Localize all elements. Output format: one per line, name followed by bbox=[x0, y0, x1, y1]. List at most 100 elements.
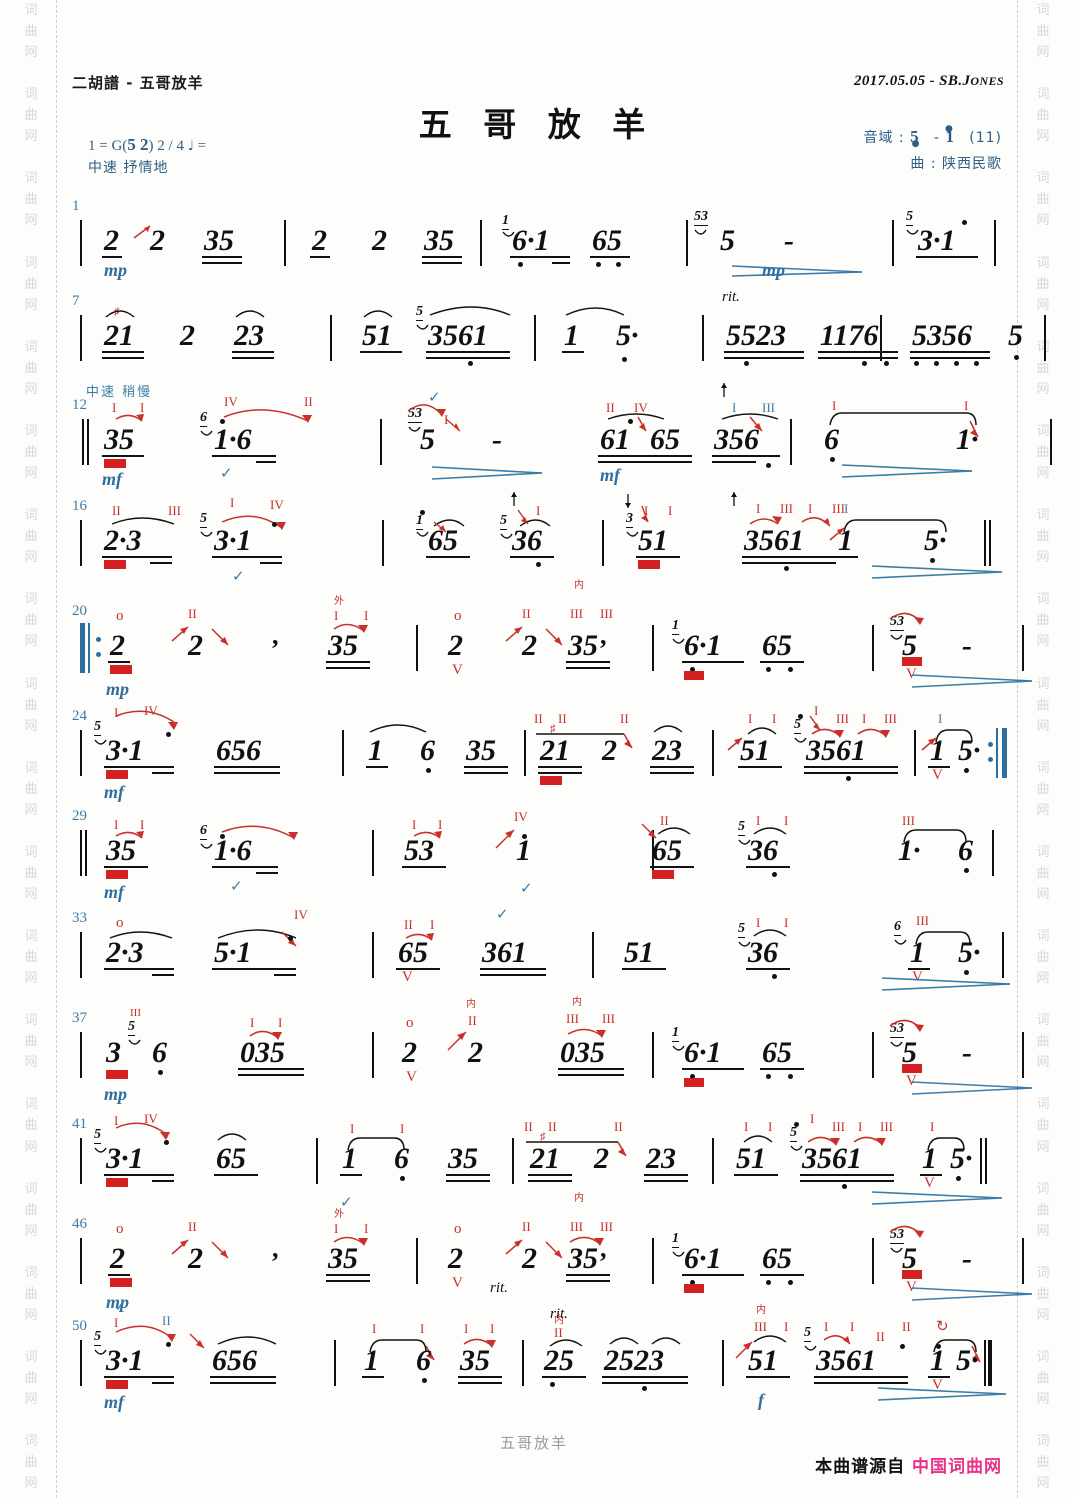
beam bbox=[238, 1074, 304, 1076]
beam bbox=[566, 1280, 610, 1282]
note: 35 bbox=[104, 423, 134, 456]
note: 6·1 bbox=[684, 1036, 722, 1069]
beam bbox=[538, 766, 582, 768]
string-label-inner: 内 bbox=[756, 1305, 766, 1316]
barline bbox=[722, 1340, 724, 1386]
fingering-roman: I bbox=[430, 917, 435, 932]
note: 3·1 bbox=[106, 1142, 144, 1175]
barline bbox=[372, 1032, 374, 1078]
fingering-roman: I bbox=[114, 705, 119, 720]
expression-rit: rit. bbox=[722, 289, 740, 305]
note: 3·1 bbox=[918, 224, 956, 257]
bow-arrow-up bbox=[495, 829, 515, 849]
beam bbox=[928, 766, 950, 768]
note: 2523 bbox=[604, 1344, 664, 1377]
beam bbox=[528, 1174, 572, 1176]
barline bbox=[80, 730, 82, 776]
barline bbox=[342, 730, 344, 776]
beam bbox=[104, 866, 148, 868]
note: 1 bbox=[930, 1344, 945, 1377]
fingering-roman: I bbox=[140, 400, 145, 415]
range-low: 5 bbox=[910, 127, 920, 146]
note: 6 bbox=[416, 1344, 431, 1377]
note: 3·1 bbox=[106, 734, 144, 767]
fingering-roman: II bbox=[606, 400, 615, 415]
grace-note: 5 bbox=[794, 717, 801, 734]
note: 2 bbox=[468, 1036, 483, 1069]
grace-note: 53 bbox=[408, 406, 422, 423]
fingering-roman: I bbox=[844, 501, 849, 516]
final-barline bbox=[984, 1340, 992, 1386]
note: 3561 bbox=[744, 524, 804, 557]
beam bbox=[480, 968, 546, 970]
octave-dot-low bbox=[956, 1176, 961, 1181]
range-block: 音域 : 5● - 1● (11) 曲 : 陕西民歌 bbox=[863, 124, 1002, 172]
beam bbox=[542, 1376, 586, 1378]
grace-note: 6 bbox=[200, 823, 207, 840]
bow-direction-down: V bbox=[402, 969, 413, 985]
hairpin-diminuendo bbox=[911, 674, 1033, 688]
beam bbox=[446, 1180, 490, 1182]
grace-note: 5 bbox=[790, 1125, 797, 1142]
beam bbox=[102, 351, 144, 353]
open-string-mark: o bbox=[116, 915, 124, 931]
beam bbox=[152, 974, 174, 976]
beam bbox=[650, 866, 694, 868]
note: 2 bbox=[104, 224, 119, 257]
dynamic-marking: mf bbox=[104, 782, 124, 802]
note: 1 bbox=[922, 1142, 937, 1175]
bow-direction-mark: ✓ bbox=[520, 881, 533, 897]
note: 51 bbox=[362, 319, 392, 352]
octave-dot-low bbox=[830, 457, 835, 462]
fingering-roman: I bbox=[444, 412, 449, 427]
fingering-roman: I bbox=[350, 1121, 355, 1136]
grace-note: 1 bbox=[502, 213, 509, 230]
fingering-roman: II bbox=[660, 813, 669, 828]
footer-source: 本曲谱源自 中国词曲网 bbox=[815, 1452, 1002, 1477]
fingering-roman: II bbox=[876, 1329, 885, 1344]
note: 65 bbox=[762, 629, 792, 662]
barline bbox=[652, 830, 654, 876]
grace-hook-arrow bbox=[200, 825, 298, 849]
header-date: 2017.05.05 - bbox=[853, 73, 940, 89]
octave-dot-low bbox=[622, 357, 627, 362]
note: 23 bbox=[234, 319, 264, 352]
note: 51 bbox=[638, 524, 668, 557]
bow-arrow-up bbox=[447, 1031, 467, 1051]
beam bbox=[712, 455, 780, 457]
note: 6 bbox=[152, 1036, 167, 1069]
fingering-roman: III bbox=[884, 711, 897, 726]
grace-note: 1 bbox=[672, 618, 679, 635]
note: 35 bbox=[204, 224, 234, 257]
beam bbox=[724, 351, 804, 353]
octave-dot-low bbox=[884, 361, 889, 366]
beam bbox=[742, 556, 836, 558]
grace-hook-slur bbox=[738, 929, 787, 947]
beam bbox=[746, 1376, 790, 1378]
hairpin-diminuendo bbox=[911, 1081, 1033, 1095]
beam bbox=[804, 772, 898, 774]
barline bbox=[80, 932, 82, 978]
string-label-inner: 内 bbox=[574, 1193, 584, 1204]
fingering-roman: I bbox=[372, 1321, 377, 1336]
beam bbox=[202, 262, 242, 264]
barline bbox=[372, 830, 374, 876]
watermark-left: 词 曲 网 词 曲 网 词 曲 网 词 曲 网 词 曲 网 词 曲 网 词 曲 … bbox=[24, 3, 38, 1492]
fingering-roman: IV bbox=[144, 703, 158, 718]
string-label-inner: 内 bbox=[572, 997, 582, 1008]
dynamic-marking: mp bbox=[106, 679, 130, 699]
note: 23 bbox=[646, 1142, 676, 1175]
note: 1 bbox=[930, 734, 945, 767]
fingering-roman: II bbox=[522, 1219, 531, 1234]
octave-dot-low bbox=[744, 361, 749, 366]
beam bbox=[622, 968, 666, 970]
footer-source-site[interactable]: 中国词曲网 bbox=[912, 1457, 1002, 1477]
barline bbox=[524, 730, 526, 776]
barline bbox=[284, 220, 286, 266]
beam bbox=[480, 974, 546, 976]
barline bbox=[686, 220, 688, 266]
beam bbox=[402, 866, 446, 868]
fingering-roman: I bbox=[832, 398, 837, 413]
octave-dot-low bbox=[930, 558, 935, 563]
